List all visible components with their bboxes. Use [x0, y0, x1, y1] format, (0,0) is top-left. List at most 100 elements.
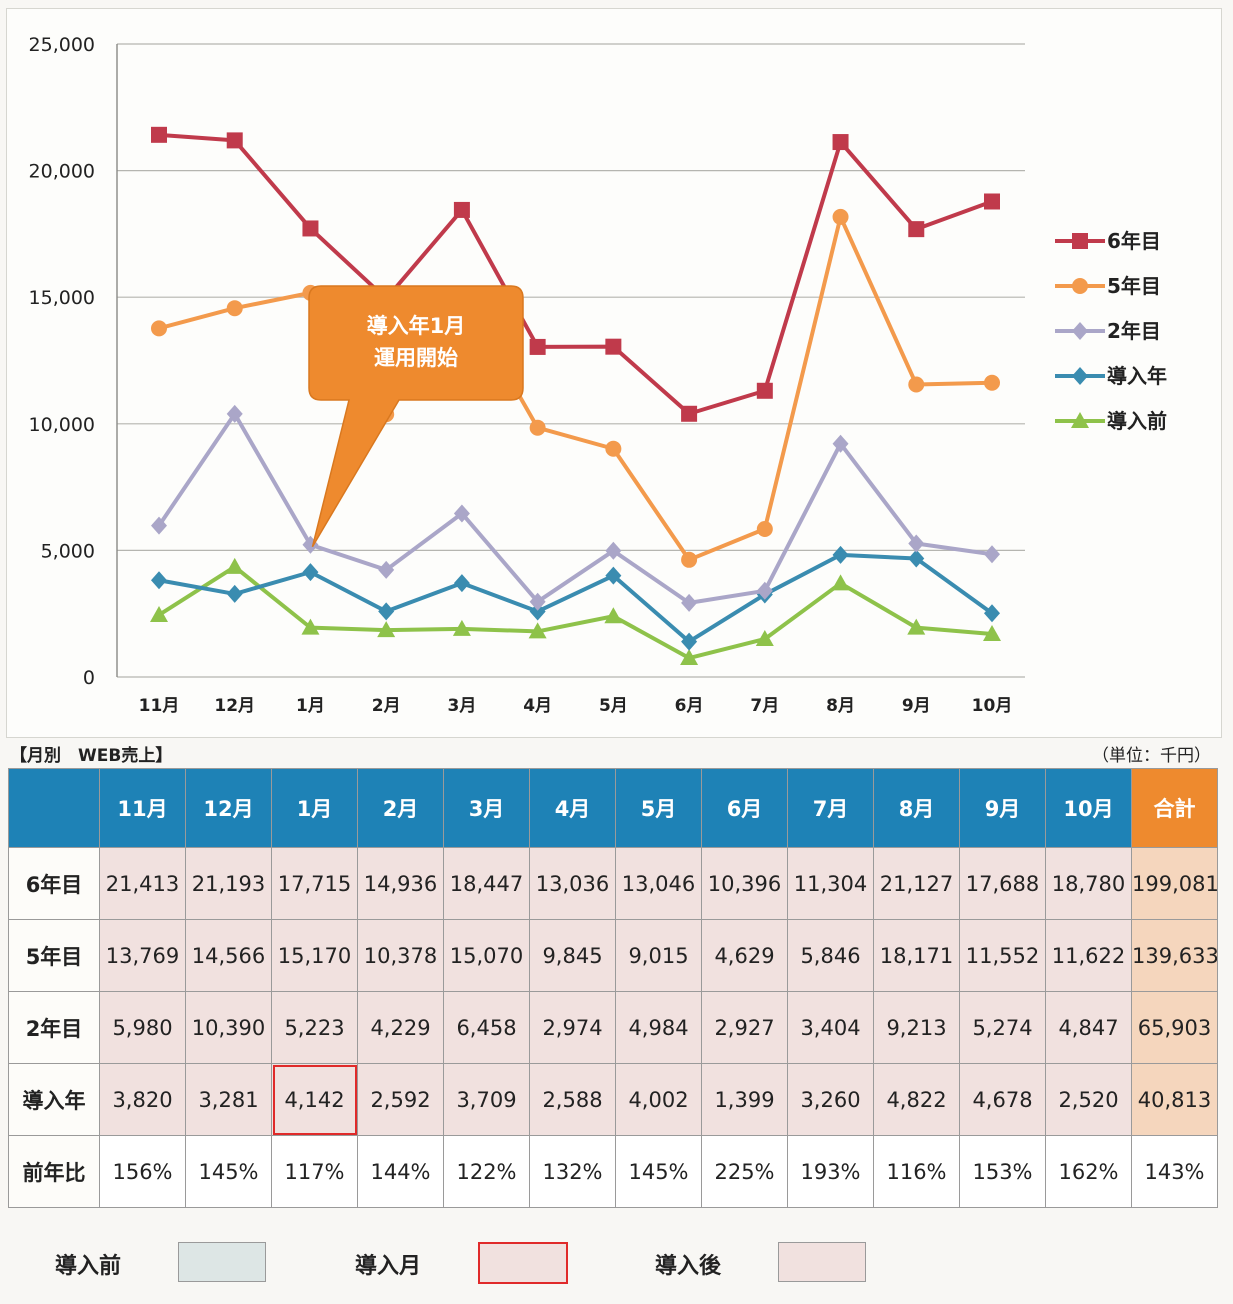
data-point — [984, 193, 1000, 210]
table-row: 6年目 21,413 21,193 17,715 14,936 18,447 13,036 1… — [8, 847, 1218, 920]
series-1 — [151, 208, 1000, 568]
data-point — [832, 134, 849, 151]
header-month: 10月 — [1045, 768, 1132, 848]
table-cell: 13,046 — [615, 847, 702, 920]
x-tick-label: 2月 — [372, 696, 401, 716]
table-cell: 9,845 — [529, 919, 616, 992]
table-cell: 4,229 — [357, 991, 444, 1064]
legend-box-swatch — [778, 1242, 866, 1282]
series-layer — [150, 126, 1001, 666]
table-row: 2年目 5,980 10,390 5,223 4,229 6,458 2,974 4,984 2… — [8, 991, 1218, 1064]
table-cell: 144% — [357, 1135, 444, 1208]
table-unit: （単位：千円） — [1092, 746, 1211, 766]
series-line — [158, 214, 993, 562]
table-cell: 5,846 — [787, 919, 874, 992]
data-point — [1072, 278, 1088, 294]
table-cell: 4,142 — [271, 1063, 358, 1136]
header-month: 8月 — [873, 768, 960, 848]
line-chart: 0 5,000 10,000 15,000 20,000 25,000 11月 12月 1月 2月… — [6, 8, 1222, 738]
data-point — [908, 376, 925, 393]
legend-label: 導入前 — [1107, 409, 1167, 433]
table-row: 導入年 3,820 3,281 4,142 2,592 3,709 2,588 4,002 1,… — [8, 1063, 1218, 1136]
x-tick-label: 4月 — [523, 696, 552, 716]
table-cell: 11,622 — [1045, 919, 1132, 992]
series-line — [158, 132, 993, 416]
series-0 — [151, 126, 1000, 422]
table-cell: 18,780 — [1045, 847, 1132, 920]
table-cell: 21,413 — [99, 847, 186, 920]
grid-layer: 0 5,000 10,000 15,000 20,000 25,000 11月 12月 1月 2月… — [29, 34, 1025, 716]
table-cell: 5,980 — [99, 991, 186, 1064]
table-cell: 4,002 — [615, 1063, 702, 1136]
legend-box-label: 導入前 — [55, 1254, 122, 1279]
legend-item: 2年目 — [1055, 319, 1161, 343]
data-point — [529, 338, 546, 355]
table-header-row: 11月 12月 1月 2月 3月 4月 5月 6月 7月 8月 9月 10月 合計 — [8, 768, 1218, 848]
y-tick-label: 15,000 — [29, 287, 95, 309]
series-4 — [150, 557, 1001, 666]
header-month: 11月 — [99, 768, 186, 848]
table-cell: 4,678 — [959, 1063, 1046, 1136]
data-point — [756, 382, 773, 399]
table-cell: 145% — [185, 1135, 272, 1208]
x-tick-label: 6月 — [675, 696, 704, 716]
total-cell: 40,813 — [1131, 1063, 1218, 1136]
table-cell: 193% — [787, 1135, 874, 1208]
data-point — [529, 592, 546, 611]
data-point — [529, 602, 546, 621]
x-tick-label: 10月 — [972, 696, 1013, 716]
legend-label: 導入年 — [1107, 364, 1167, 388]
legend-item: 6年目 — [1055, 229, 1161, 253]
table-cell: 5,274 — [959, 991, 1046, 1064]
table-row: 前年比 156% 145% 117% 144% 122% 132% 145% 225% 193% 1… — [8, 1135, 1218, 1208]
table-cell: 10,396 — [701, 847, 788, 920]
y-tick-label: 20,000 — [29, 161, 95, 183]
y-tick-label: 5,000 — [41, 540, 95, 562]
table-cell: 4,629 — [701, 919, 788, 992]
table-cell: 3,281 — [185, 1063, 272, 1136]
table-cell: 15,070 — [443, 919, 530, 992]
data-point — [832, 545, 849, 564]
table-cell: 11,304 — [787, 847, 874, 920]
data-point — [1072, 322, 1088, 340]
legend-box-swatch — [178, 1242, 266, 1282]
data-point — [1072, 233, 1088, 249]
x-tick-label: 12月 — [214, 696, 255, 716]
x-tick-label: 9月 — [902, 696, 931, 716]
data-point — [756, 520, 773, 537]
table-cell: 17,715 — [271, 847, 358, 920]
table-cell: 3,404 — [787, 991, 874, 1064]
data-point — [452, 619, 471, 636]
data-point — [908, 549, 925, 568]
table-cell: 3,820 — [99, 1063, 186, 1136]
row-label: 6年目 — [8, 847, 100, 920]
table-cell: 4,847 — [1045, 991, 1132, 1064]
table-cell: 4,822 — [873, 1063, 960, 1136]
data-point — [453, 504, 470, 523]
table-cell: 21,127 — [873, 847, 960, 920]
data-point — [1072, 367, 1088, 385]
legend-box-label: 導入後 — [655, 1254, 722, 1279]
legend-item: 導入年 — [1055, 364, 1167, 388]
legend-item: 5年目 — [1055, 274, 1161, 298]
data-point — [225, 557, 244, 574]
x-tick-label: 7月 — [750, 696, 779, 716]
table-cell: 4,984 — [615, 991, 702, 1064]
table-cell: 17,688 — [959, 847, 1046, 920]
row-label: 導入年 — [8, 1063, 100, 1136]
table-cell: 13,036 — [529, 847, 616, 920]
data-point — [831, 574, 850, 591]
table-cell: 116% — [873, 1135, 960, 1208]
callout-text: 導入年1月 — [367, 314, 466, 338]
total-cell: 143% — [1131, 1135, 1218, 1208]
data-point — [378, 560, 395, 579]
data-point — [681, 551, 698, 568]
data-point — [605, 338, 622, 355]
table-cell: 10,378 — [357, 919, 444, 992]
data-point — [907, 618, 926, 635]
y-tick-label: 10,000 — [29, 414, 95, 436]
data-point — [832, 208, 849, 225]
data-point — [604, 607, 623, 624]
data-point — [151, 126, 167, 143]
